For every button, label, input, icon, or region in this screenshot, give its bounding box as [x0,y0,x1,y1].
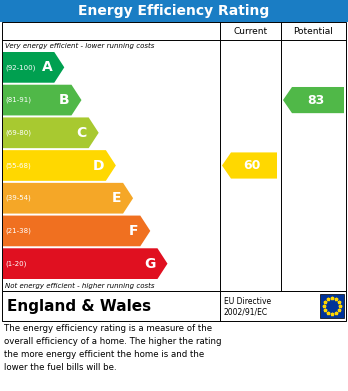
Text: (21-38): (21-38) [5,228,31,234]
Text: (55-68): (55-68) [5,162,31,169]
Text: 83: 83 [307,93,324,107]
Polygon shape [3,215,150,246]
Text: B: B [59,93,70,107]
Text: England & Wales: England & Wales [7,298,151,314]
Text: (69-80): (69-80) [5,129,31,136]
Text: (92-100): (92-100) [5,64,35,71]
Polygon shape [283,87,344,113]
Text: (39-54): (39-54) [5,195,31,201]
Polygon shape [3,248,167,279]
Polygon shape [3,117,99,148]
Text: D: D [92,158,104,172]
Text: (81-91): (81-91) [5,97,31,103]
Polygon shape [3,52,64,83]
Text: 60: 60 [243,159,260,172]
Text: F: F [129,224,138,238]
Polygon shape [3,150,116,181]
Polygon shape [3,85,81,115]
Bar [0,0,348,22]
Text: A: A [41,60,52,74]
Text: E: E [112,191,121,205]
Text: G: G [144,256,156,271]
Bar [320,294,344,318]
Polygon shape [3,183,133,213]
Text: Current: Current [234,27,268,36]
Text: Not energy efficient - higher running costs: Not energy efficient - higher running co… [5,282,155,289]
Text: C: C [77,126,87,140]
Text: 2002/91/EC: 2002/91/EC [224,307,268,316]
Text: Very energy efficient - lower running costs: Very energy efficient - lower running co… [5,43,155,48]
Text: (1-20): (1-20) [5,260,26,267]
Polygon shape [222,152,277,179]
Text: The energy efficiency rating is a measure of the
overall efficiency of a home. T: The energy efficiency rating is a measur… [4,324,221,371]
Text: EU Directive: EU Directive [224,297,271,306]
Bar [2,22,346,291]
Text: Energy Efficiency Rating: Energy Efficiency Rating [78,4,270,18]
Bar [2,291,346,321]
Text: Potential: Potential [294,27,333,36]
